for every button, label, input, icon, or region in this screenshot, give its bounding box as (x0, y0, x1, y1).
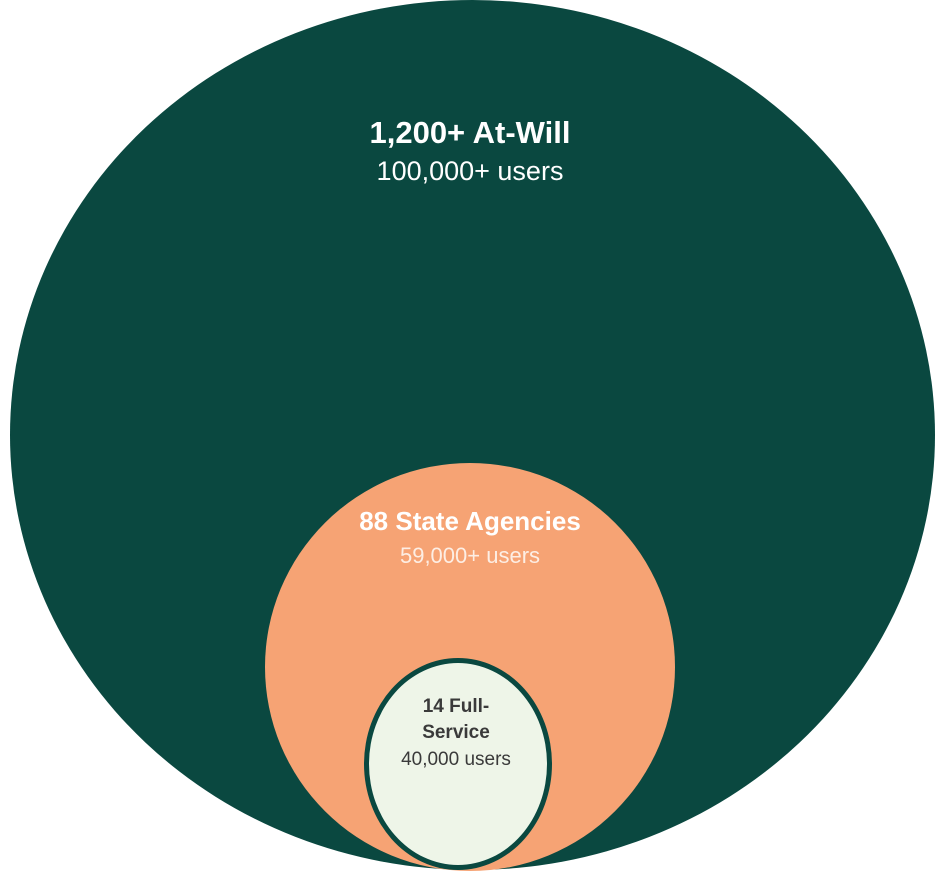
inner-circle-subtitle: 40,000 users (401, 749, 511, 771)
inner-circle-title: 14 Full- Service (366, 694, 546, 745)
outer-circle-subtitle: 100,000+ users (376, 156, 564, 187)
middle-circle-title: 88 State Agencies (359, 506, 581, 536)
outer-circle-label: 1,200+ At-Will 100,000+ users (230, 114, 710, 188)
middle-circle-subtitle: 59,000+ users (399, 543, 541, 569)
inner-circle-title-line2: Service (422, 721, 490, 743)
outer-circle-title: 1,200+ At-Will (369, 115, 571, 150)
inner-circle-full-service (364, 658, 552, 870)
inner-circle-label: 14 Full- Service 40,000 users (366, 694, 546, 772)
middle-circle-label: 88 State Agencies 59,000+ users (300, 506, 640, 570)
inner-circle-title-line1: 14 Full- (422, 696, 490, 717)
